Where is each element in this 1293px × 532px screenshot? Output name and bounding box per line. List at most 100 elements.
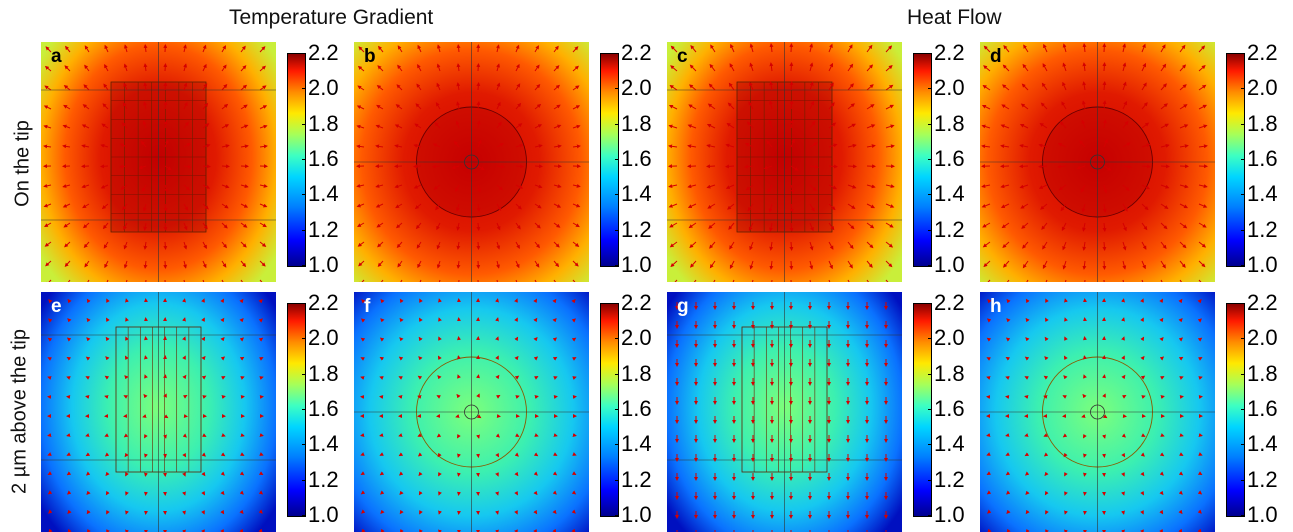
colorbar-tickmark bbox=[615, 123, 619, 125]
field-plot-h bbox=[980, 292, 1215, 532]
colorbar-tick-label: 1.2 bbox=[934, 466, 965, 492]
colorbar-b bbox=[600, 53, 619, 267]
panel-label-b: b bbox=[364, 46, 376, 67]
colorbar-tick-label: 2.0 bbox=[1247, 75, 1278, 101]
colorbar-tick-label: 1.2 bbox=[1247, 466, 1278, 492]
colorbar-tick-label: 1.0 bbox=[1247, 252, 1278, 277]
colorbar-tick-label: 1.4 bbox=[1247, 431, 1278, 457]
colorbar-tickmark bbox=[928, 303, 932, 304]
colorbar-tickmark bbox=[1241, 159, 1245, 160]
panel-e: e bbox=[41, 292, 276, 532]
colorbar-tickmark bbox=[1241, 373, 1245, 375]
colorbar-tickmark bbox=[928, 53, 932, 54]
colorbar-tickmark bbox=[615, 194, 619, 196]
colorbar-tickmark bbox=[302, 123, 306, 125]
panel-b: b bbox=[354, 42, 589, 282]
colorbar-tickmark bbox=[302, 479, 306, 481]
field-plot-c bbox=[667, 42, 902, 282]
colorbar-tickmark bbox=[302, 229, 306, 231]
colorbar-tickmark bbox=[302, 338, 306, 340]
colorbar-tickmark bbox=[615, 515, 619, 516]
colorbar-tickmark bbox=[1241, 444, 1245, 446]
colorbar-tick-label: 2.2 bbox=[308, 290, 339, 315]
colorbar-tick-label: 2.2 bbox=[621, 40, 652, 65]
colorbar-tick-label: 1.0 bbox=[934, 252, 965, 277]
colorbar-tickmark bbox=[1241, 88, 1245, 90]
colorbar-tick-label: 1.0 bbox=[1247, 502, 1278, 527]
colorbar-tickmark bbox=[302, 409, 306, 410]
colorbar-e bbox=[287, 303, 306, 517]
colorbar-tick-label: 2.0 bbox=[308, 75, 339, 101]
colorbar-tickmark bbox=[928, 159, 932, 160]
colorbar-tickmark bbox=[302, 265, 306, 266]
colorbar-tickmark bbox=[302, 53, 306, 54]
colorbar-tickmark bbox=[615, 229, 619, 231]
colorbar-tick-label: 1.2 bbox=[308, 466, 339, 492]
colorbar-tickmark bbox=[1241, 338, 1245, 340]
colorbar-tickmark bbox=[615, 159, 619, 160]
colorbar-tick-label: 1.8 bbox=[308, 110, 339, 136]
colorbar-tick-label: 1.6 bbox=[621, 396, 652, 421]
colorbar-tick-label: 1.4 bbox=[621, 181, 652, 207]
colorbar-tickmark bbox=[928, 409, 932, 410]
colorbar-tick-label: 1.0 bbox=[934, 502, 965, 527]
panel-f: f bbox=[354, 292, 589, 532]
colorbar-tickmark bbox=[1241, 479, 1245, 481]
colorbar-tickmark bbox=[615, 265, 619, 266]
colorbar-tickmark bbox=[302, 303, 306, 304]
colorbar-tickmark bbox=[928, 373, 932, 375]
colorbar-tickmark bbox=[302, 194, 306, 196]
colorbar-tickmark bbox=[1241, 194, 1245, 196]
panel-g: g bbox=[667, 292, 902, 532]
colorbar-tick-label: 1.6 bbox=[1247, 146, 1278, 171]
colorbar-tickmark bbox=[1241, 409, 1245, 410]
colorbar-tick-label: 1.2 bbox=[621, 466, 652, 492]
colorbar-tick-label: 1.6 bbox=[308, 146, 339, 171]
colorbar-tick-label: 2.0 bbox=[621, 75, 652, 101]
colorbar-tickmark bbox=[928, 515, 932, 516]
colorbar-tickmark bbox=[615, 88, 619, 90]
colorbar-tickmark bbox=[1241, 303, 1245, 304]
colorbar-tickmark bbox=[928, 88, 932, 90]
colorbar-a bbox=[287, 53, 306, 267]
colorbar-tick-label: 1.4 bbox=[1247, 181, 1278, 207]
colorbar-tick-label: 1.6 bbox=[1247, 396, 1278, 421]
colorbar-tickmark bbox=[1241, 265, 1245, 266]
colorbar-tick-label: 1.4 bbox=[308, 431, 339, 457]
colorbar-tickmark bbox=[928, 479, 932, 481]
colorbar-tickmark bbox=[615, 479, 619, 481]
colorbar-tickmark bbox=[615, 409, 619, 410]
colorbar-f bbox=[600, 303, 619, 517]
panel-a: a bbox=[41, 42, 276, 282]
panel-label-d: d bbox=[990, 46, 1002, 67]
colorbar-tick-label: 2.2 bbox=[621, 290, 652, 315]
field-plot-b bbox=[354, 42, 589, 282]
colorbar-tick-label: 2.0 bbox=[934, 325, 965, 351]
colorbar-tick-label: 1.6 bbox=[308, 396, 339, 421]
row-label-above-tip: 2 µm above the tip bbox=[8, 329, 31, 494]
colorbar-tick-label: 2.2 bbox=[1247, 290, 1278, 315]
colorbar-tickmark bbox=[1241, 53, 1245, 54]
colorbar-tick-label: 1.8 bbox=[621, 110, 652, 136]
colorbar-tick-label: 1.6 bbox=[934, 146, 965, 171]
colorbar-tick-label: 1.4 bbox=[621, 431, 652, 457]
colorbar-tickmark bbox=[615, 338, 619, 340]
colorbar-tickmark bbox=[302, 373, 306, 375]
colorbar-tickmark bbox=[928, 265, 932, 266]
colorbar-tick-label: 2.0 bbox=[308, 325, 339, 351]
colorbar-tickmark bbox=[1241, 229, 1245, 231]
colorbar-tick-label: 1.2 bbox=[1247, 216, 1278, 242]
colorbar-tick-label: 2.2 bbox=[934, 40, 965, 65]
colorbar-tick-label: 1.2 bbox=[934, 216, 965, 242]
colorbar-tickmark bbox=[302, 515, 306, 516]
colorbar-tick-label: 1.8 bbox=[934, 110, 965, 136]
colorbar-tick-label: 2.2 bbox=[308, 40, 339, 65]
colorbar-g bbox=[913, 303, 932, 517]
row-label-on-the-tip: On the tip bbox=[11, 120, 34, 207]
colorbar-tick-label: 1.8 bbox=[1247, 110, 1278, 136]
colorbar-tickmark bbox=[615, 303, 619, 304]
colorbar-tick-label: 1.6 bbox=[934, 396, 965, 421]
colorbar-tick-label: 1.8 bbox=[934, 360, 965, 386]
colorbar-tick-label: 1.0 bbox=[621, 252, 652, 277]
